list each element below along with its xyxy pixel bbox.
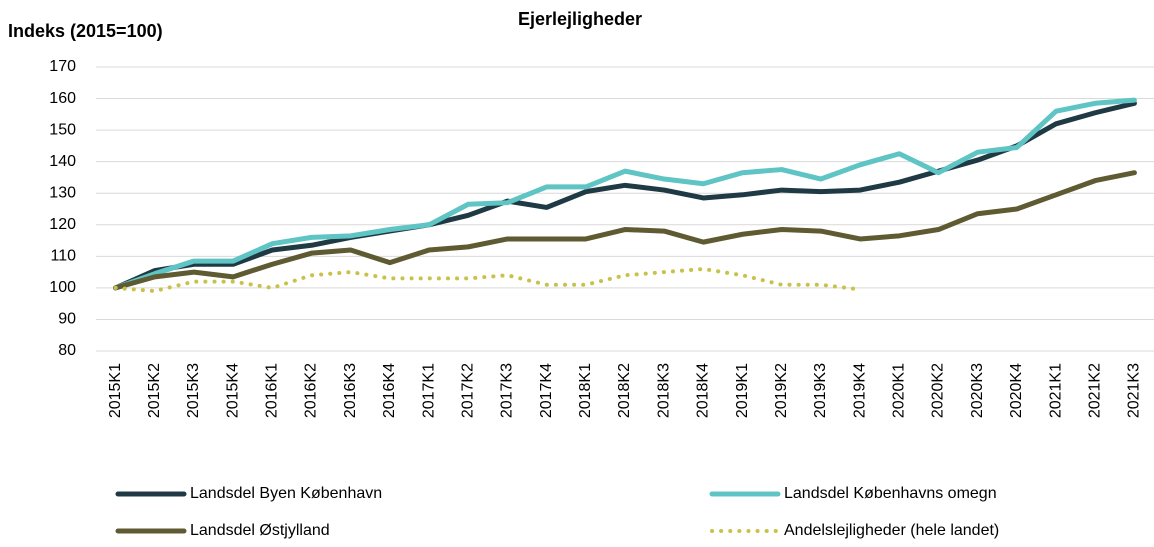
x-tick-label: 2016K2 bbox=[303, 363, 320, 418]
y-tick-label: 100 bbox=[49, 279, 76, 296]
y-tick-label: 90 bbox=[58, 311, 76, 328]
x-tick-label: 2015K3 bbox=[185, 363, 202, 418]
x-tick-label: 2019K4 bbox=[851, 363, 868, 418]
chart-title: Ejerlejligheder bbox=[518, 9, 642, 29]
legend-label: Landsdel Østjylland bbox=[190, 522, 330, 539]
legend-label: Landsdel Københavns omegn bbox=[784, 485, 997, 502]
y-tick-label: 140 bbox=[49, 153, 76, 170]
x-tick-label: 2015K2 bbox=[146, 363, 163, 418]
y-tick-label: 160 bbox=[49, 90, 76, 107]
x-tick-label: 2017K1 bbox=[420, 363, 437, 418]
x-tick-label: 2019K3 bbox=[812, 363, 829, 418]
y-axis-label: Indeks (2015=100) bbox=[8, 21, 163, 41]
x-tick-label: 2021K2 bbox=[1086, 363, 1103, 418]
y-tick-label: 80 bbox=[58, 342, 76, 359]
x-tick-label: 2018K2 bbox=[616, 363, 633, 418]
x-tick-label: 2017K3 bbox=[499, 363, 516, 418]
x-tick-label: 2015K1 bbox=[107, 363, 124, 418]
legend-label: Landsdel Byen København bbox=[190, 485, 382, 502]
x-tick-label: 2017K2 bbox=[459, 363, 476, 418]
y-tick-label: 170 bbox=[49, 58, 76, 75]
x-tick-label: 2017K4 bbox=[538, 363, 555, 418]
series-line bbox=[113, 100, 1137, 291]
y-tick-label: 130 bbox=[49, 184, 76, 201]
x-tick-label: 2019K2 bbox=[773, 363, 790, 418]
series-line bbox=[113, 266, 863, 294]
x-tick-label: 2021K1 bbox=[1047, 363, 1064, 418]
x-tick-label: 2016K3 bbox=[342, 363, 359, 418]
x-tick-label: 2019K1 bbox=[734, 363, 751, 418]
y-tick-label: 110 bbox=[50, 248, 76, 265]
x-tick-label: 2016K4 bbox=[381, 363, 398, 418]
series-line bbox=[113, 170, 1137, 291]
x-tick-label: 2016K1 bbox=[264, 363, 281, 418]
series-line bbox=[113, 97, 1137, 291]
x-tick-label: 2015K4 bbox=[224, 363, 241, 418]
legend-label: Andelslejligheder (hele landet) bbox=[784, 522, 999, 539]
x-tick-label: 2020K4 bbox=[1008, 363, 1025, 418]
x-tick-label: 2018K3 bbox=[655, 363, 672, 418]
x-tick-label: 2021K3 bbox=[1126, 363, 1143, 418]
y-tick-label: 120 bbox=[49, 216, 76, 233]
x-tick-label: 2018K1 bbox=[577, 363, 594, 418]
x-tick-label: 2020K1 bbox=[891, 363, 908, 418]
y-tick-label: 150 bbox=[49, 121, 76, 138]
x-tick-label: 2020K3 bbox=[969, 363, 986, 418]
x-tick-label: 2020K2 bbox=[930, 363, 947, 418]
x-tick-label: 2018K4 bbox=[695, 363, 712, 418]
